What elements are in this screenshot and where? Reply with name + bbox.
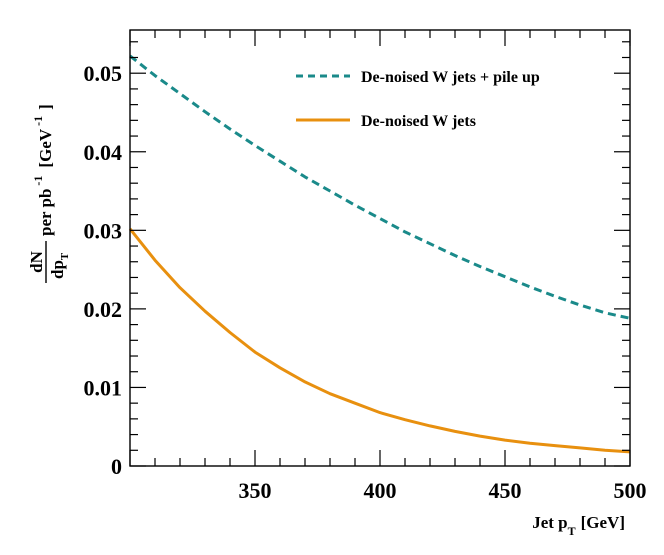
series-line-de-noised-w-jets-pile-up [129, 54, 631, 320]
series-lines [128, 54, 631, 454]
y-axis-label-per-sup: -1 [31, 176, 45, 186]
x-axis-label-sub: T [568, 524, 576, 538]
y-tick-label: 0.04 [84, 140, 123, 165]
y-tick-label: 0.05 [84, 61, 123, 86]
x-tick-label: 500 [614, 478, 647, 503]
y-axis-label-unit-close: ] [36, 104, 55, 110]
x-tick-label: 400 [364, 478, 397, 503]
y-axis-label-per: per pb [36, 189, 55, 236]
y-axis-label-unit-open: [GeV [36, 128, 55, 167]
y-tick-label: 0.01 [84, 375, 123, 400]
series-line-de-noised-w-jets [128, 227, 631, 454]
y-axis-label-units: per pb -1 [GeV -1] [31, 104, 55, 236]
x-axis-label: Jet pT [GeV] [532, 513, 625, 538]
x-tick-label: 450 [489, 478, 522, 503]
y-axis-label-denominator-main: dp [48, 260, 67, 279]
plot-frame [129, 29, 631, 467]
x-axis-label-main: Jet p [532, 513, 567, 532]
y-tick-label: 0.02 [84, 297, 123, 322]
y-axis-label: dN dpT per pb -1 [GeV -1] [27, 104, 71, 283]
y-axis-label-numerator: dN [27, 250, 46, 272]
legend-label-denoised-w-jets: De-noised W jets [361, 113, 476, 130]
tick-labels: 350 400 450 500 0 0.01 0.02 0.03 0.04 0.05 [84, 61, 647, 503]
y-tick-label: 0.03 [84, 218, 123, 243]
x-axis-label-unit: [GeV] [581, 513, 625, 532]
legend-label-denoised-w-jets-pile-up: De-noised W jets + pile up [361, 69, 540, 86]
y-axis-label-denominator: dpT [48, 252, 71, 279]
legend: De-noised W jets + pile up De-noised W j… [296, 69, 540, 130]
y-tick-label: 0 [111, 454, 122, 479]
x-tick-label: 350 [239, 478, 272, 503]
y-axis-label-denominator-sub: T [59, 252, 71, 260]
y-axis-label-unit-sup: -1 [31, 116, 45, 126]
